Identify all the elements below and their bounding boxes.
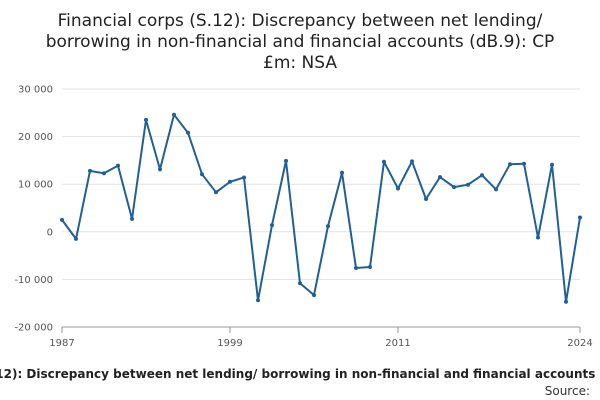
data-point (550, 162, 554, 167)
data-point (424, 197, 428, 201)
data-point (368, 265, 372, 269)
data-point (480, 173, 484, 178)
data-point (228, 179, 232, 184)
data-point (312, 293, 316, 298)
data-point (284, 158, 288, 163)
data-point (410, 159, 414, 164)
data-point (340, 170, 344, 175)
data-point (382, 159, 386, 164)
y-tick-label: 20 000 (18, 132, 53, 143)
y-tick-label: -20 000 (14, 323, 53, 334)
x-tick-label: 1987 (49, 338, 74, 349)
x-tick-label: 2024 (567, 338, 592, 349)
x-tick-label: 1999 (217, 338, 242, 349)
source-label: Source: (545, 384, 590, 398)
data-point (158, 167, 162, 172)
series-line (61, 113, 581, 303)
data-point (130, 216, 134, 221)
data-point (88, 168, 92, 173)
y-axis: 30 000 20 000 10 000 0 -10 000 -20 000 (14, 85, 53, 334)
data-point (494, 187, 498, 192)
data-point (60, 217, 64, 222)
data-point (438, 175, 442, 180)
data-point (256, 298, 260, 303)
data-point (116, 163, 120, 168)
data-point (242, 175, 246, 180)
series-line-group (60, 112, 582, 304)
data-point (172, 112, 176, 117)
chart-title: Financial corps (S.12): Discrepancy betw… (46, 11, 555, 73)
y-tick-label: 10 000 (18, 180, 53, 191)
y-tick-label: 30 000 (18, 85, 53, 96)
data-point (452, 185, 456, 190)
chart-title-line-1: Financial corps (S.12): Discrepancy betw… (58, 11, 543, 31)
data-point (326, 224, 330, 229)
data-point (74, 236, 78, 241)
data-point (298, 281, 302, 286)
data-point (144, 117, 148, 122)
chart-title-line-2: borrowing in non-financial and financial… (46, 32, 555, 52)
data-point (186, 130, 190, 135)
data-point (536, 235, 540, 240)
data-point (396, 186, 400, 191)
data-point (270, 223, 274, 228)
x-axis: 1987 1999 2011 2024 (49, 327, 593, 349)
chart-title-line-3: £m: NSA (263, 53, 337, 73)
data-point (354, 266, 358, 270)
grid-lines (62, 88, 580, 328)
y-tick-label: -10 000 (14, 275, 53, 286)
data-point (522, 161, 526, 166)
y-tick-label: 0 (47, 227, 53, 238)
data-point (200, 172, 204, 177)
x-tick-label: 2011 (385, 338, 410, 349)
legend-entry: Financial corps (S.12): Discrepancy betw… (0, 367, 600, 381)
data-point (214, 190, 218, 195)
data-point (508, 162, 512, 167)
data-point (578, 215, 582, 220)
data-point (102, 171, 106, 176)
data-point (466, 182, 470, 187)
legend: Financial corps (S.12): Discrepancy betw… (0, 367, 600, 381)
data-point (564, 299, 568, 304)
